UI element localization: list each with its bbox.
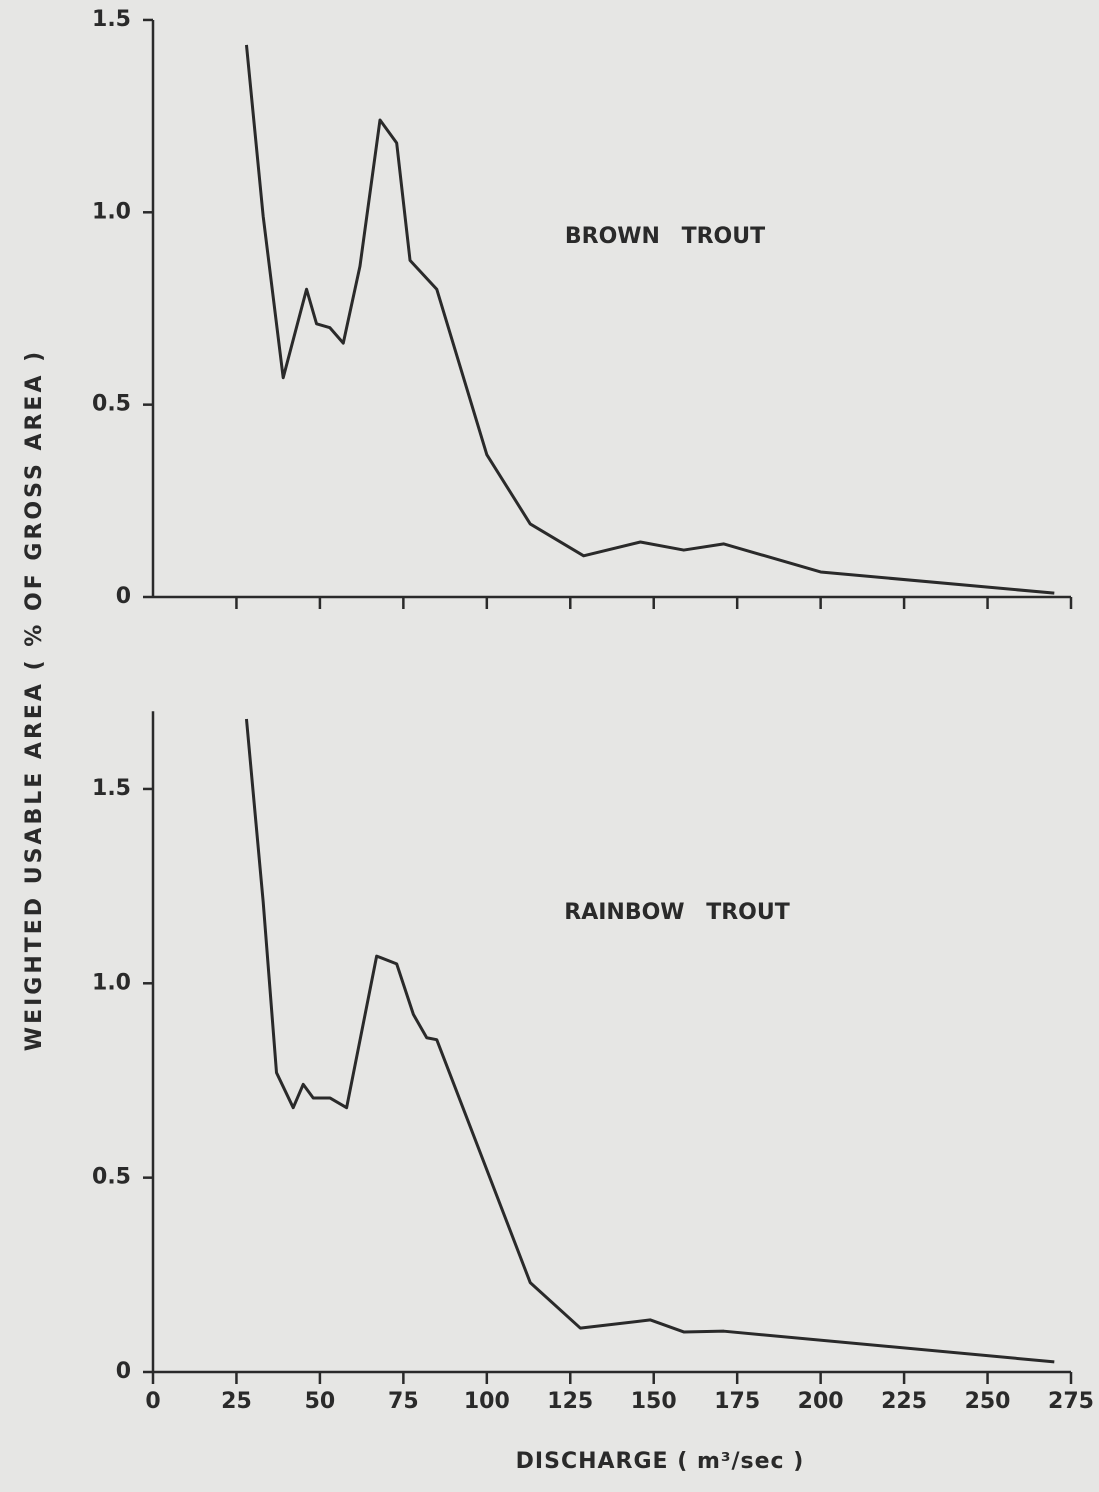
x-axis-label: DISCHARGE ( m³/sec ) [516, 1449, 805, 1474]
x-tick-label: 125 [547, 1389, 593, 1414]
x-tick-label: 200 [798, 1389, 844, 1414]
data-line [244, 718, 1055, 1364]
y-tick-label: 1.5 [92, 7, 131, 32]
y-tick-label: 0 [116, 1359, 131, 1384]
x-tick-label: 0 [145, 1389, 160, 1414]
y-tick-label: 1.5 [92, 776, 131, 801]
y-tick-label: 0.5 [92, 1165, 131, 1190]
y-tick-label: 0 [116, 584, 131, 609]
y-axis-label: WEIGHTED USABLE AREA ( % OF GROSS AREA ) [22, 349, 47, 1051]
series-label: RAINBOW TROUT [564, 900, 789, 925]
x-tick-label: 25 [221, 1389, 252, 1414]
x-tick-label: 50 [305, 1389, 336, 1414]
x-tick-label: 225 [881, 1389, 927, 1414]
x-tick-label: 75 [388, 1389, 419, 1414]
x-tick-label: 100 [464, 1389, 510, 1414]
x-tick-label: 275 [1048, 1389, 1094, 1414]
y-tick-label: 0.5 [92, 392, 131, 417]
x-tick-label: 250 [965, 1389, 1011, 1414]
x-tick-label: 150 [631, 1389, 677, 1414]
series-label: BROWN TROUT [565, 224, 765, 249]
y-tick-label: 1.0 [92, 970, 131, 995]
x-tick-label: 175 [714, 1389, 760, 1414]
data-line [244, 44, 1055, 595]
y-tick-label: 1.0 [92, 199, 131, 224]
